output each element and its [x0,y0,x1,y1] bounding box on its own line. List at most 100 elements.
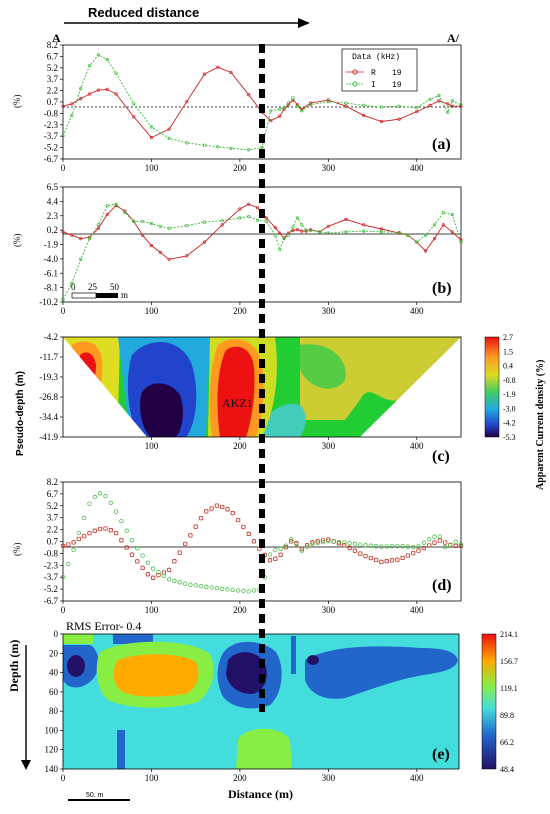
field-point-R [241,524,246,530]
field-point-R [166,567,172,573]
y-tick-label: 0 [54,629,59,639]
field-point-R [172,559,177,564]
contour-e-blue-stripe [291,636,296,674]
x-tick-label: 200 [233,773,247,783]
field-point-R [437,538,442,543]
field-point-R [384,558,389,564]
series-point-I [185,224,189,228]
series-point-I [247,215,251,219]
x-tick-label: 100 [145,441,159,451]
y-tick-label: 8.2 [47,477,58,487]
field-point-R [60,543,66,549]
field-point-I [182,581,188,586]
series-point-I [123,210,127,215]
panel-a-legend: Data (kHz) R 19 I 19 [341,48,418,92]
field-point-R [336,541,342,546]
field-point-R [379,559,384,565]
field-point-R [87,530,92,536]
contour-cyan-low [255,403,306,437]
field-point-I [331,539,336,544]
field-point-R [129,552,135,557]
y-tick-label: 0.7 [47,97,59,107]
field-point-R [145,572,151,577]
field-point-I [230,587,235,593]
legend-i-freq: 19 [392,81,402,90]
field-point-I [304,544,310,550]
contour-e-navy-left [67,655,85,677]
series-point-I [415,106,419,110]
field-point-I [294,541,299,547]
legend-r-marker [352,69,358,75]
x-tick-label: 200 [233,605,247,615]
field-point-I [188,582,193,587]
panel-c: 100 200 300 400 -4.2 -11.7 -19.3 -26.8 -34.4 -41.… [15,332,546,490]
field-point-I [129,538,135,543]
contour-e-blue-bottomleft [117,730,125,769]
series-point-I [278,248,282,252]
panel-e-xlabel: Distance (m) [228,787,293,801]
field-point-I [103,494,108,499]
field-point-R [135,559,140,564]
y-tick-label: -19.3 [39,372,58,382]
field-point-I [225,587,230,592]
field-point-R [363,553,368,559]
field-point-R [405,553,411,558]
field-point-R [358,551,363,556]
x-tick-label: 0 [61,605,66,615]
field-point-R [156,572,161,578]
y-tick-label: 20 [49,648,59,658]
panel-a-ticks: 0 100 200 300 4008.26.75.23.72.20.7-0.8-2.3-… [44,40,424,173]
field-point-R [82,533,87,539]
x-tick-label: 200 [233,163,247,173]
field-point-I [432,534,437,539]
series-point-I [87,237,92,241]
field-point-R [400,555,405,561]
field-point-I [416,544,421,549]
y-tick-label: -2.3 [44,120,59,130]
field-point-R [458,543,464,549]
panel-e-ticks: 0 100 200 300 400 0 20 40 60 80 100 120 140 [45,629,425,783]
colorbar-tick-label: 48.4 [500,765,514,774]
x-tick-label: 0 [61,773,66,783]
field-point-R [352,548,358,553]
series-point-I [149,221,153,226]
field-point-I [395,543,400,549]
field-point-I [161,573,166,578]
series-point-I [70,281,74,286]
y-tick-label: 5.2 [47,501,58,511]
panel-c-colorbar-ticks: 2.7 1.5 0.4 -0.8 -1.9 -3.0 -4.2 -5.3 [503,333,516,442]
series-point-I [167,226,171,230]
y-tick-label: 5.2 [47,63,58,73]
scalebar-tick-25: 25 [88,282,98,292]
series-point-I [344,101,348,105]
colorbar-tick-label: 214.1 [500,630,518,639]
field-point-I [92,494,97,500]
field-point-R [251,539,257,544]
series-point-I [273,233,277,237]
y-tick-label: -0.8 [44,108,59,118]
field-point-R [182,541,188,547]
field-point-I [166,577,172,582]
series-point-I [96,53,100,57]
contour-e-green-bottom [236,728,292,769]
field-point-I [119,518,124,524]
field-point-I [145,560,151,565]
colorbar-tick-label: 89.8 [500,711,514,720]
field-point-I [204,584,209,589]
field-point-I [363,543,368,548]
x-tick-label: 200 [233,306,247,316]
y-tick-label: 2.2 [47,86,58,96]
field-point-I [151,566,156,571]
y-tick-label: 100 [45,725,59,735]
series-point-I [459,240,463,244]
series-point-R [61,104,65,108]
x-tick-label: 0 [61,306,66,316]
y-tick-label: 0.2 [47,225,58,235]
field-point-R [113,530,119,536]
series-point-R [70,233,74,237]
legend-i-key: I [371,81,376,90]
series-point-I [459,103,463,107]
field-point-I [71,547,76,553]
x-tick-label: 0 [61,163,66,173]
